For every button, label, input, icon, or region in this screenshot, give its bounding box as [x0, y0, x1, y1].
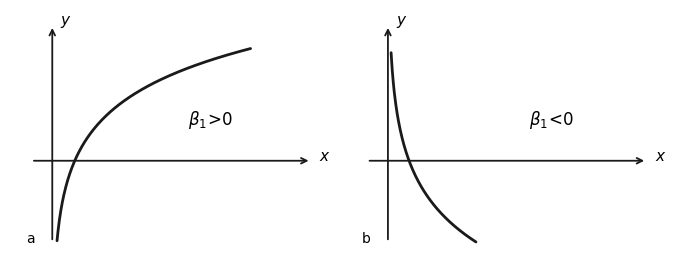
Text: a: a — [26, 232, 34, 246]
Text: b: b — [362, 232, 371, 246]
Text: $x$: $x$ — [319, 149, 331, 164]
Text: $y$: $y$ — [60, 14, 72, 30]
Text: $x$: $x$ — [655, 149, 667, 164]
Text: $y$: $y$ — [396, 14, 408, 30]
Text: $\beta_1\!>\!0$: $\beta_1\!>\!0$ — [188, 109, 234, 131]
Text: $\beta_1\!<\!0$: $\beta_1\!<\!0$ — [530, 109, 574, 131]
